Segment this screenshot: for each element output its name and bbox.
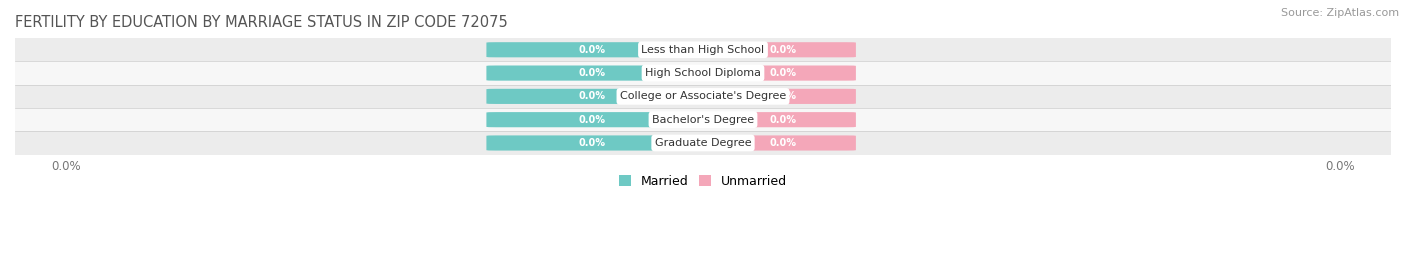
Text: 0.0%: 0.0% — [769, 91, 796, 101]
Bar — [15, 131, 1391, 155]
Text: 0.0%: 0.0% — [578, 91, 605, 101]
Text: Graduate Degree: Graduate Degree — [655, 138, 751, 148]
FancyBboxPatch shape — [710, 89, 856, 104]
FancyBboxPatch shape — [710, 65, 856, 81]
Text: 0.0%: 0.0% — [578, 138, 605, 148]
Bar — [15, 38, 1391, 61]
Text: Less than High School: Less than High School — [641, 45, 765, 55]
FancyBboxPatch shape — [486, 135, 696, 151]
Text: 0.0%: 0.0% — [769, 68, 796, 78]
Text: 0.0%: 0.0% — [578, 68, 605, 78]
FancyBboxPatch shape — [710, 42, 856, 57]
Legend: Married, Unmarried: Married, Unmarried — [613, 170, 793, 193]
Text: 0.0%: 0.0% — [578, 115, 605, 125]
FancyBboxPatch shape — [710, 112, 856, 127]
Bar — [15, 108, 1391, 131]
Text: FERTILITY BY EDUCATION BY MARRIAGE STATUS IN ZIP CODE 72075: FERTILITY BY EDUCATION BY MARRIAGE STATU… — [15, 15, 508, 30]
FancyBboxPatch shape — [486, 42, 696, 57]
FancyBboxPatch shape — [486, 112, 696, 127]
Text: High School Diploma: High School Diploma — [645, 68, 761, 78]
Bar — [15, 61, 1391, 85]
Text: Bachelor's Degree: Bachelor's Degree — [652, 115, 754, 125]
Text: 0.0%: 0.0% — [769, 115, 796, 125]
Text: College or Associate's Degree: College or Associate's Degree — [620, 91, 786, 101]
Text: 0.0%: 0.0% — [769, 45, 796, 55]
FancyBboxPatch shape — [486, 65, 696, 81]
Text: 0.0%: 0.0% — [769, 138, 796, 148]
FancyBboxPatch shape — [486, 89, 696, 104]
FancyBboxPatch shape — [710, 135, 856, 151]
Text: 0.0%: 0.0% — [578, 45, 605, 55]
Bar — [15, 85, 1391, 108]
Text: Source: ZipAtlas.com: Source: ZipAtlas.com — [1281, 8, 1399, 18]
